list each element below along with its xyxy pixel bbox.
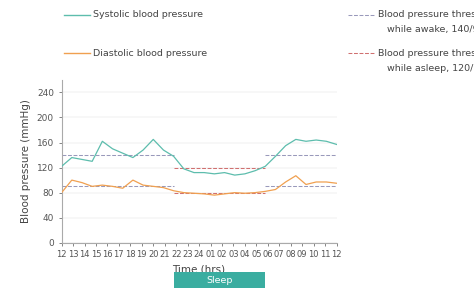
Text: Diastolic blood pressure: Diastolic blood pressure bbox=[93, 49, 208, 58]
Text: while asleep, 120/80 mm Hg: while asleep, 120/80 mm Hg bbox=[378, 64, 474, 73]
X-axis label: Time (hrs): Time (hrs) bbox=[173, 265, 226, 275]
Text: Blood pressure threshold: Blood pressure threshold bbox=[378, 49, 474, 58]
Text: Systolic blood pressure: Systolic blood pressure bbox=[93, 10, 203, 19]
Text: Blood pressure threshold: Blood pressure threshold bbox=[378, 10, 474, 19]
FancyBboxPatch shape bbox=[173, 272, 265, 288]
Text: Sleep: Sleep bbox=[206, 276, 233, 285]
Text: while awake, 140/90 mm Hg: while awake, 140/90 mm Hg bbox=[378, 25, 474, 34]
Y-axis label: Blood pressure (mmHg): Blood pressure (mmHg) bbox=[21, 99, 31, 223]
